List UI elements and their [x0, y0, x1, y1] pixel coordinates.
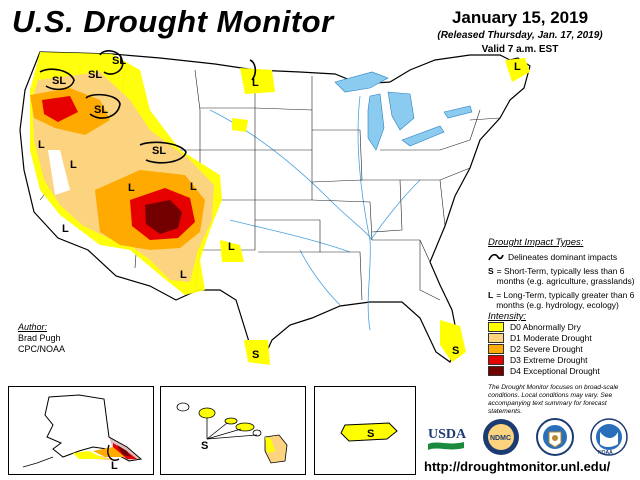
legend-d4: D4 Exceptional Drought — [488, 366, 638, 376]
label-id-sl: SL — [88, 69, 102, 81]
legend-d3-label: D3 Extreme Drought — [510, 355, 588, 365]
label-mt-l: L — [252, 77, 259, 89]
delineation-line-icon — [488, 253, 504, 261]
legend-d3: D3 Extreme Drought — [488, 355, 638, 365]
nv-white — [48, 150, 70, 195]
author-name: Brad Pugh — [18, 333, 61, 343]
short-term-text: = Short-Term, typically less than 6 mont… — [496, 266, 635, 286]
long-term-key: L — [488, 290, 494, 300]
intensity-title: Intensity: — [488, 311, 527, 322]
legend-d0-swatch — [488, 322, 504, 332]
label-fl-s: S — [452, 345, 459, 357]
label-co-l: L — [190, 181, 197, 193]
lake-erie — [401, 125, 445, 147]
agency-logos: USDA NDMC NOAA — [422, 418, 638, 458]
lake-ontario — [443, 105, 473, 119]
d0-tx — [244, 340, 270, 365]
legend-d2-swatch — [488, 344, 504, 354]
impact-lines — [39, 50, 257, 164]
impact-types-title: Drought Impact Types: — [488, 237, 584, 248]
drought-areas — [30, 52, 530, 365]
map-title: U.S. Drought Monitor — [12, 4, 334, 39]
d0-ne — [505, 58, 530, 82]
label-wy-sl: SL — [152, 145, 166, 157]
d0-sd — [232, 118, 248, 132]
label-pnw-sl-2: SL — [52, 75, 66, 87]
d3-or — [42, 96, 78, 122]
short-term-key: S — [488, 266, 494, 276]
commerce-seal — [536, 418, 574, 456]
legend-d2-label: D2 Severe Drought — [510, 344, 583, 354]
lake-superior — [334, 71, 389, 93]
impact-types-legend: Drought Impact Types: Delineates dominan… — [488, 237, 638, 311]
legend-d4-label: D4 Exceptional Drought — [510, 366, 600, 376]
hawaii-map: S — [176, 402, 288, 464]
noaa-logo-text: NOAA — [598, 450, 613, 456]
legend-d4-swatch — [488, 366, 504, 376]
d0-fl — [440, 320, 466, 362]
label-hi-s: S — [201, 440, 208, 452]
label-pr-s: S — [367, 428, 374, 440]
legend-d1-label: D1 Moderate Drought — [510, 333, 592, 343]
label-ut-l: L — [128, 182, 135, 194]
lake-huron — [387, 91, 415, 131]
label-tx-l: L — [228, 241, 235, 253]
label-tx-s: S — [252, 349, 259, 361]
hawaii-inset: S — [160, 386, 306, 475]
legend-d3-swatch — [488, 355, 504, 365]
usda-logo: USDA — [428, 427, 466, 450]
release-date: (Released Thursday, Jan. 17, 2019) — [437, 30, 603, 41]
label-pnw-sl-1: SL — [112, 55, 126, 67]
puerto-rico-inset: S — [314, 386, 416, 475]
lake-michigan — [367, 93, 385, 151]
legend-d0-label: D0 Abnormally Dry — [510, 322, 581, 332]
author-block: Author: Brad Pugh CPC/NOAA — [18, 322, 65, 355]
disclaimer-text: The Drought Monitor focuses on broad-sca… — [488, 384, 619, 415]
label-nv-l: L — [70, 159, 77, 171]
map-date: January 15, 2019 — [451, 8, 589, 27]
label-ca-l-north: L — [38, 139, 45, 151]
long-term-text: = Long-Term, typically greater than 6 mo… — [496, 290, 635, 310]
puerto-rico-map: S — [340, 422, 398, 442]
usda-logo-text: USDA — [428, 427, 466, 442]
delineates-text: Delineates dominant impacts — [508, 252, 618, 262]
alaska-map: L — [22, 394, 143, 472]
noaa-logo: NOAA — [590, 418, 628, 456]
d4-four-corners — [145, 200, 182, 234]
legend-d0: D0 Abnormally Dry — [488, 322, 638, 332]
legend-d1-swatch — [488, 333, 504, 343]
date-block: January 15, 2019 (Released Thursday, Jan… — [420, 8, 620, 55]
label-ak-l: L — [111, 460, 118, 472]
d0-ne-mt — [240, 68, 275, 94]
label-nm-l: L — [180, 269, 187, 281]
legend-d2: D2 Severe Drought — [488, 344, 638, 354]
valid-time: Valid 7 a.m. EST — [481, 44, 559, 55]
legend-d1: D1 Moderate Drought — [488, 333, 638, 343]
label-ca-l-south: L — [62, 223, 69, 235]
author-org: CPC/NOAA — [18, 344, 66, 354]
label-ne-l: L — [514, 61, 521, 73]
ndmc-logo: NDMC — [483, 419, 519, 455]
author-label: Author: — [18, 322, 48, 332]
website-url[interactable]: http://droughtmonitor.unl.edu/ — [424, 459, 611, 474]
label-or-sl: SL — [94, 104, 108, 116]
ndmc-logo-text: NDMC — [490, 435, 511, 442]
intensity-legend: D0 Abnormally Dry D1 Moderate Drought D2… — [488, 322, 638, 377]
d0-se-nm — [220, 240, 244, 262]
alaska-inset: L — [8, 386, 154, 475]
